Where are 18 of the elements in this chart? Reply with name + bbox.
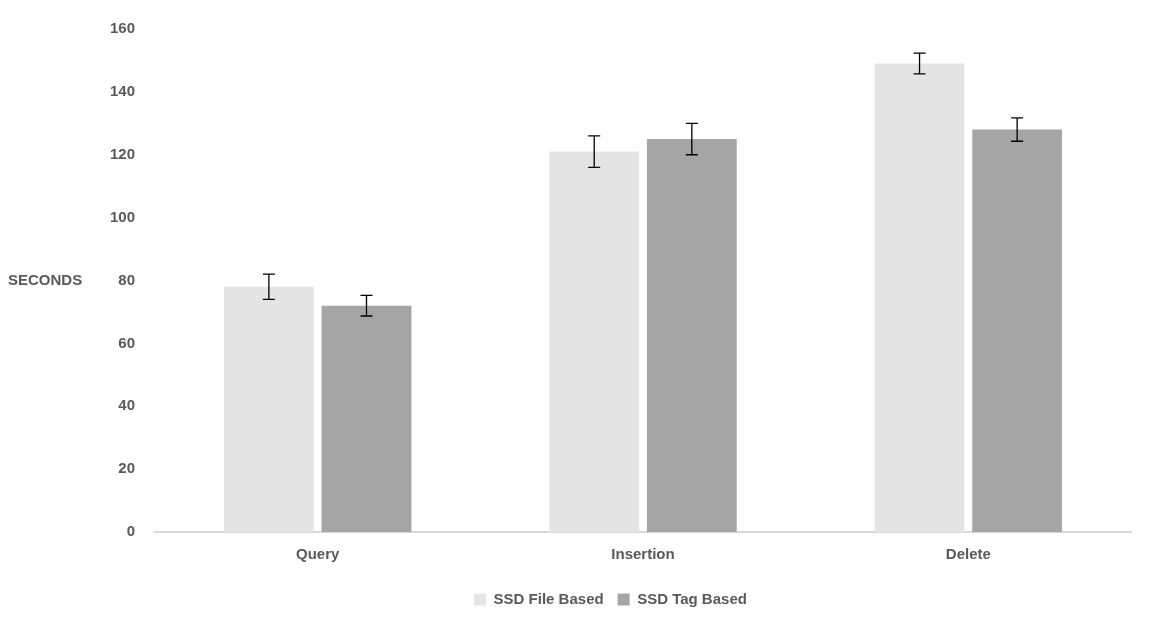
x-tick-label: Insertion bbox=[611, 545, 675, 563]
y-tick-label: 60 bbox=[118, 333, 136, 351]
y-tick-label: 160 bbox=[110, 19, 136, 37]
y-tick-label: 20 bbox=[118, 459, 136, 477]
legend-label: SSD File Based bbox=[493, 589, 604, 607]
y-tick-label: 80 bbox=[118, 270, 136, 288]
y-tick-label: 0 bbox=[126, 522, 136, 540]
x-tick-label: Query bbox=[296, 545, 341, 563]
y-axis-title: SECONDS bbox=[8, 270, 83, 288]
y-tick-label: 120 bbox=[110, 144, 136, 162]
y-tick-label: 40 bbox=[118, 396, 136, 414]
y-tick-label: 100 bbox=[110, 207, 136, 225]
bar bbox=[321, 305, 412, 532]
legend-label: SSD Tag Based bbox=[637, 589, 747, 607]
bar bbox=[972, 129, 1063, 532]
bar bbox=[646, 139, 737, 532]
x-tick-label: Delete bbox=[945, 545, 991, 563]
y-tick-label: 140 bbox=[110, 82, 136, 100]
